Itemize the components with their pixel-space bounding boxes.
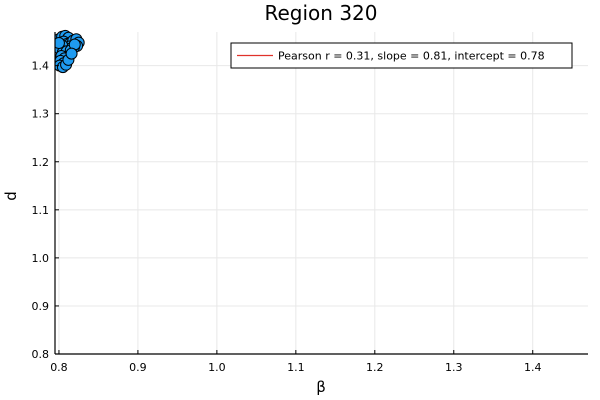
grid-lines	[55, 32, 588, 355]
x-tick-label: 1.0	[208, 361, 226, 374]
x-tick-label: 1.3	[445, 361, 463, 374]
chart-title: Region 320	[265, 1, 378, 25]
y-tick-label: 0.9	[32, 300, 50, 313]
x-tick-label: 1.1	[287, 361, 305, 374]
x-axis-ticks: 0.8 0.9 1.0 1.1 1.2 1.3 1.4	[50, 350, 541, 374]
legend-label: Pearson r = 0.31, slope = 0.81, intercep…	[278, 50, 545, 63]
x-tick-label: 0.9	[129, 361, 147, 374]
y-tick-label: 1.1	[32, 204, 50, 217]
x-axis-label: β	[316, 378, 326, 396]
y-tick-label: 1.0	[32, 252, 50, 265]
scatter-points	[55, 29, 85, 74]
x-tick-label: 1.4	[524, 361, 542, 374]
y-tick-label: 1.2	[32, 156, 50, 169]
scatter-point	[55, 37, 65, 50]
x-tick-label: 1.2	[366, 361, 384, 374]
y-tick-label: 0.8	[32, 348, 50, 361]
y-tick-label: 1.4	[32, 60, 50, 73]
legend: Pearson r = 0.31, slope = 0.81, intercep…	[230, 42, 573, 69]
y-tick-label: 1.3	[32, 108, 50, 121]
y-axis-ticks: 0.8 0.9 1.0 1.1 1.2 1.3 1.4	[32, 60, 59, 361]
legend-box	[230, 42, 573, 69]
x-tick-label: 0.8	[50, 361, 68, 374]
axes	[54, 32, 588, 355]
y-axis-label: d	[2, 191, 20, 201]
scatter-point	[65, 47, 78, 60]
